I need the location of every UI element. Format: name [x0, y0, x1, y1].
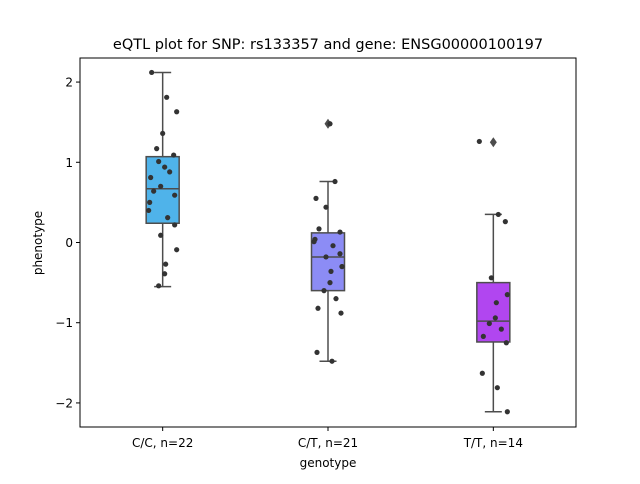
data-point	[329, 358, 335, 364]
outlier-marker	[489, 137, 497, 148]
y-tick-label: −2	[55, 396, 73, 410]
data-point	[314, 349, 320, 355]
data-point	[333, 296, 339, 302]
data-point	[338, 310, 344, 316]
data-point	[339, 263, 345, 270]
data-point	[158, 232, 164, 238]
box-group	[145, 69, 180, 289]
data-point	[504, 292, 510, 298]
data-point	[313, 195, 319, 201]
x-tick-label: T/T, n=14	[463, 436, 523, 450]
data-point	[332, 178, 338, 185]
data-point	[162, 271, 168, 277]
data-point	[488, 275, 494, 281]
data-point	[156, 283, 162, 289]
y-tick-label: 2	[65, 76, 73, 90]
x-tick-label: C/C, n=22	[132, 436, 193, 450]
data-point	[174, 109, 180, 115]
box-group	[310, 118, 346, 364]
data-point	[156, 158, 162, 165]
data-point	[163, 261, 169, 267]
data-point	[316, 226, 322, 232]
data-point	[502, 219, 508, 225]
data-point	[146, 207, 152, 214]
y-tick-label: −1	[55, 316, 73, 330]
data-point	[148, 174, 154, 181]
y-tick-label: 1	[65, 156, 73, 170]
data-point	[503, 340, 509, 346]
data-point	[172, 192, 178, 198]
data-point	[337, 251, 343, 257]
data-point	[154, 146, 160, 152]
data-point	[337, 229, 343, 235]
box-iqr	[476, 281, 511, 343]
data-point	[486, 320, 492, 327]
data-point	[174, 247, 180, 253]
data-point	[494, 385, 500, 391]
x-tick-label: C/T, n=21	[298, 436, 358, 450]
chart-title: eQTL plot for SNP: rs133357 and gene: EN…	[113, 37, 543, 53]
data-point	[321, 288, 327, 294]
data-point	[160, 130, 166, 137]
data-point	[480, 333, 486, 339]
data-point	[504, 409, 510, 415]
data-point	[323, 254, 329, 260]
data-point	[495, 211, 501, 218]
plot-layer	[145, 69, 511, 415]
x-axis: C/C, n=22 C/T, n=21 T/T, n=14	[132, 427, 523, 450]
data-point	[167, 169, 173, 175]
y-axis: −2 −1 0 1 2	[55, 76, 80, 410]
y-axis-label: phenotype	[31, 211, 45, 275]
data-point	[165, 215, 171, 221]
data-point	[323, 204, 329, 210]
x-axis-label: genotype	[300, 456, 357, 470]
data-point	[149, 69, 155, 76]
data-point	[172, 222, 178, 228]
data-point	[476, 138, 482, 145]
data-point	[147, 199, 153, 205]
data-point	[327, 121, 333, 127]
data-point	[493, 300, 499, 306]
data-point	[328, 268, 334, 274]
data-point	[315, 305, 321, 311]
data-point	[327, 280, 333, 286]
data-point	[498, 326, 504, 332]
data-point	[311, 239, 317, 245]
y-tick-label: 0	[65, 236, 73, 250]
data-point	[151, 188, 157, 194]
data-point	[164, 94, 170, 100]
box-group	[476, 137, 511, 415]
data-point	[158, 183, 164, 189]
data-point	[171, 152, 177, 158]
data-point	[492, 315, 498, 321]
data-point	[330, 243, 336, 249]
data-point	[162, 164, 168, 170]
data-point	[479, 370, 485, 376]
